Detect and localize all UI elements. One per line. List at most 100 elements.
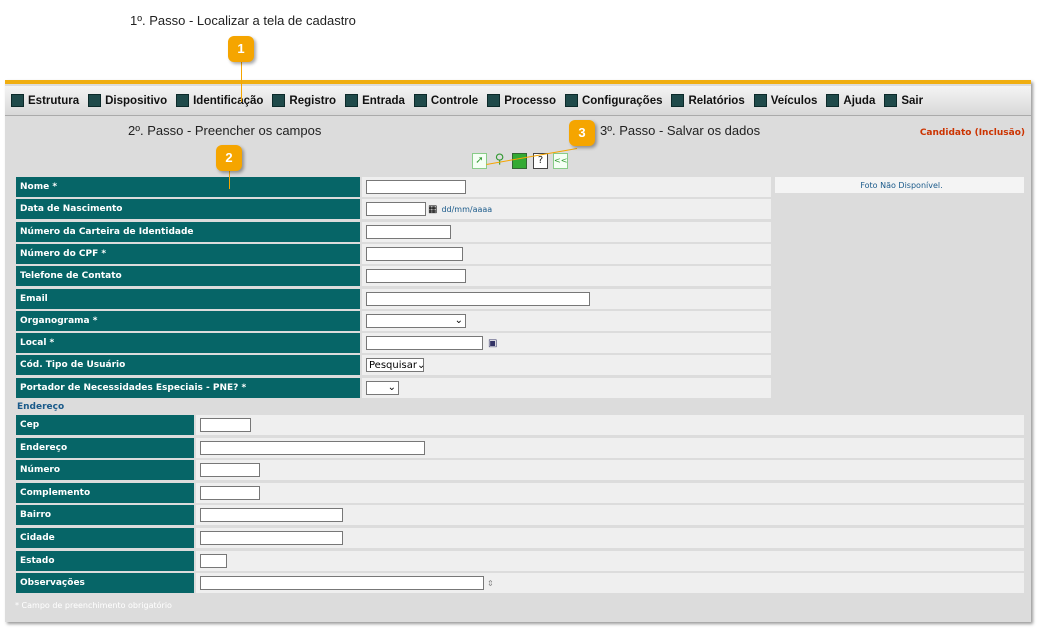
label-bairro: Bairro (16, 505, 194, 526)
estado-input[interactable] (200, 553, 227, 568)
menu-item-7[interactable]: Configurações (564, 94, 663, 107)
lookup-icon[interactable]: ▣ (488, 337, 498, 349)
help-icon (826, 94, 840, 107)
menu-item-0[interactable]: Estrutura (11, 94, 79, 107)
menu-item-label: Sair (901, 94, 924, 107)
address-section-title: Endereço (17, 402, 65, 412)
menu-item-label: Controle (430, 94, 479, 107)
menu-item-1[interactable]: Dispositivo (88, 94, 167, 107)
date-format-hint: dd/mm/aaaa (441, 204, 493, 214)
menu-item-label: Estrutura (28, 94, 80, 107)
birthdate-input[interactable] (366, 202, 426, 217)
entry-icon (345, 94, 359, 107)
email-input[interactable] (366, 291, 590, 306)
refresh-icon[interactable] (512, 153, 527, 169)
local-input[interactable] (366, 336, 483, 351)
menu-item-4[interactable]: Entrada (345, 94, 405, 107)
cpf-input[interactable] (366, 246, 463, 261)
search-icon[interactable]: ⚲ (494, 152, 505, 167)
save-icon[interactable]: ➚ (472, 153, 487, 169)
step-1-connector (241, 62, 242, 102)
cidade-input[interactable] (200, 531, 343, 545)
process-icon (487, 94, 501, 107)
label-tel: Telefone de Contato (16, 266, 360, 287)
step-1-caption: 1º. Passo - Localizar a tela de cadastro (130, 13, 356, 28)
menu-item-5[interactable]: Controle (413, 94, 479, 107)
menu-item-9[interactable]: Veículos (753, 94, 818, 107)
rg-input[interactable] (366, 224, 451, 239)
label-tipo: Cód. Tipo de Usuário (16, 355, 360, 376)
step-2-caption: 2º. Passo - Preencher os campos (128, 123, 322, 138)
label-cpf: Número do CPF * (16, 243, 360, 264)
step-2-badge: 2 (216, 145, 242, 171)
tel-input[interactable] (366, 269, 466, 284)
control-icon (413, 94, 427, 107)
step-3-caption: 3º. Passo - Salvar os dados (600, 123, 761, 138)
photo-placeholder: Foto Não Disponível. (775, 177, 1024, 193)
menu-item-label: Veículos (770, 94, 818, 107)
field-cep-cell (196, 415, 1024, 435)
menu-item-label: Identificação (193, 94, 264, 107)
cep-input[interactable] (200, 418, 251, 432)
label-org: Organograma * (16, 310, 360, 331)
reports-icon (671, 94, 685, 107)
label-rg: Número da Carteira de Identidade (16, 221, 360, 242)
calendar-icon[interactable]: ▦ (428, 203, 438, 215)
menu-item-label: Configurações (581, 94, 663, 107)
field-end-cell (196, 437, 1024, 458)
nome-input[interactable] (366, 180, 466, 194)
field-tel-cell (362, 266, 771, 287)
field-cpf-cell (362, 243, 771, 264)
step-1-badge: 1 (228, 36, 254, 62)
page-status: Candidato (Inclusão) (919, 128, 1025, 138)
bairro-input[interactable] (200, 508, 343, 523)
label-obs: Observações (16, 573, 194, 594)
registry-icon (272, 94, 286, 107)
menu-item-label: Dispositivo (105, 94, 168, 107)
end-input[interactable] (200, 440, 425, 455)
step-3-badge: 3 (569, 120, 595, 146)
comp-input[interactable] (200, 485, 260, 500)
resize-icon[interactable]: ⇕ (487, 578, 494, 588)
required-footnote: * Campo de preenchimento obrigatório (15, 601, 172, 610)
back-icon[interactable]: << (553, 153, 568, 169)
field-comp-cell (196, 482, 1024, 503)
device-icon (88, 94, 102, 107)
field-bairro-cell (196, 505, 1024, 526)
field-num-cell (196, 460, 1024, 481)
app-window: Estrutura Dispositivo Identificação Registr… (5, 80, 1031, 622)
chevron-down-icon: ⌄ (454, 315, 463, 327)
menu-item-label: Registro (289, 94, 337, 107)
menu-item-6[interactable]: Processo (487, 94, 556, 107)
structure-icon (11, 94, 24, 107)
field-local-cell: ▣ (362, 333, 771, 354)
chevron-down-icon: ⌄ (416, 359, 426, 371)
field-org-cell: ⌄ (362, 310, 771, 331)
menu-item-8[interactable]: Relatórios (671, 94, 745, 107)
label-num: Número (16, 460, 194, 481)
field-nome-cell (362, 177, 771, 197)
menu-item-11[interactable]: Sair (884, 94, 923, 107)
field-pne-cell: ⌄ (362, 377, 771, 398)
pne-select[interactable]: ⌄ (366, 380, 399, 395)
label-nasc: Data de Nascimento (16, 199, 360, 220)
label-local: Local * (16, 333, 360, 354)
field-estado-cell (196, 550, 1024, 571)
org-select[interactable]: ⌄ (366, 313, 466, 328)
menu-item-3[interactable]: Registro (272, 94, 336, 107)
main-menu: Estrutura Dispositivo Identificação Registr… (5, 86, 1031, 116)
label-end: Endereço (16, 437, 194, 458)
step-2-connector (229, 171, 230, 189)
obs-input[interactable] (200, 576, 484, 591)
tipo-select[interactable]: Pesquisar ⌄ (366, 358, 426, 373)
settings-icon (564, 94, 578, 107)
label-cep: Cep (16, 415, 194, 435)
num-input[interactable] (200, 463, 260, 478)
exit-icon (884, 94, 898, 107)
field-tipo-cell: Pesquisar ⌄ (362, 355, 771, 376)
menu-item-10[interactable]: Ajuda (826, 94, 875, 107)
menu-item-2[interactable]: Identificação (176, 94, 263, 107)
label-comp: Complemento (16, 482, 194, 503)
field-cidade-cell (196, 528, 1024, 548)
field-nasc-cell: ▦ dd/mm/aaaa (362, 199, 771, 220)
